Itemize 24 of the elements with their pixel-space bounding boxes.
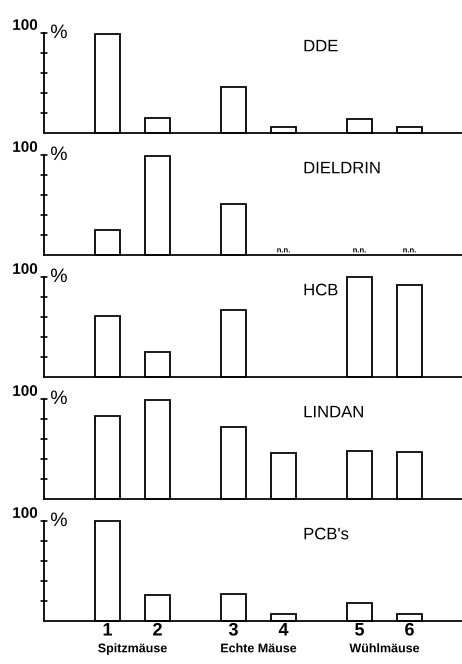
chart-title: DDE	[304, 40, 338, 52]
y-axis-title: %	[50, 146, 67, 160]
chart-title: HCB	[304, 284, 338, 296]
y-axis-title: %	[50, 390, 67, 404]
x-tick-label: 3	[228, 622, 238, 636]
x-tick-label: 1	[104, 623, 112, 636]
x-tick-label: 2	[153, 622, 162, 636]
text: Wühlmäuse	[349, 643, 420, 652]
y-axis-title: %	[50, 512, 67, 526]
y-tick-label: 100	[13, 19, 38, 30]
x-tick-label: 4	[278, 623, 288, 636]
text: Spitzmäuse	[98, 643, 167, 655]
y-tick-label: 100	[13, 507, 38, 518]
text: Echte Mäuse	[221, 643, 296, 652]
y-tick-label: 100	[13, 385, 38, 396]
chart-title: DIELDRIN	[304, 162, 380, 174]
y-axis-title: %	[50, 268, 67, 282]
chart-title: PCB's	[304, 528, 348, 540]
y-tick-label: 100	[13, 263, 38, 274]
y-axis-title: %	[50, 24, 67, 38]
x-tick-label: 6	[405, 622, 414, 636]
y-tick-label: 100	[13, 141, 38, 152]
x-tick-label: 5	[355, 623, 364, 636]
chart-title: LINDAN	[304, 406, 363, 418]
